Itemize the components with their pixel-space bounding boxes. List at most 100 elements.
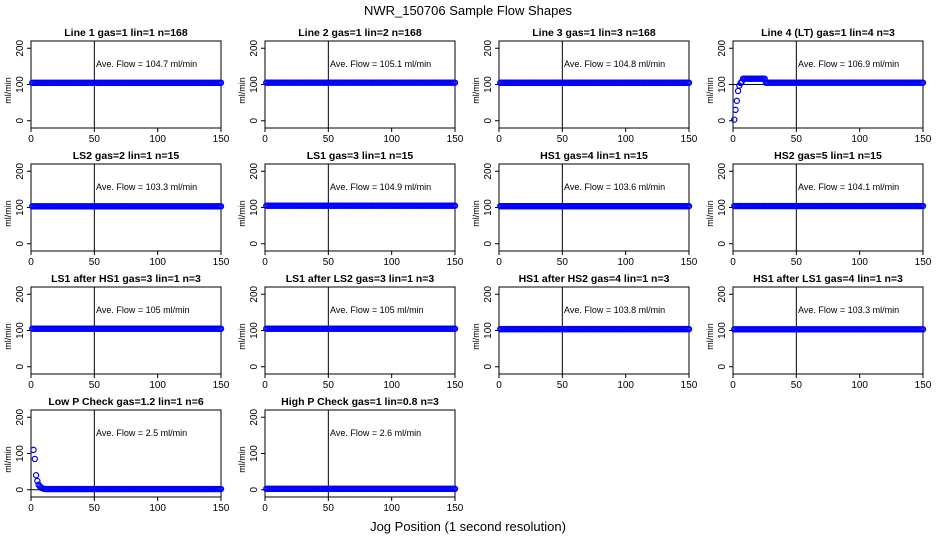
panel-14: High P Check gas=1 lin=0.8 n=3 0 50 100 150 0… <box>237 396 464 514</box>
average-flow-annotation: Ave. Flow = 103.6 ml/min <box>564 182 665 192</box>
average-flow-annotation: Ave. Flow = 104.1 ml/min <box>798 182 899 192</box>
y-axis-label: ml/min <box>3 446 13 473</box>
x-tick-label: 50 <box>323 134 335 145</box>
y-tick-label: 0 <box>249 364 260 370</box>
y-axis-label: ml/min <box>237 77 247 104</box>
figure-title: NWR_150706 Sample Flow Shapes <box>364 3 573 18</box>
panel-3: Line 3 gas=1 lin=3 n=168 0 50 100 150 0 100 200… <box>471 27 698 145</box>
y-tick-label: 200 <box>15 162 26 179</box>
data-points <box>497 202 693 210</box>
data-point <box>217 485 225 493</box>
panel-title: LS1 after LS2 gas=3 lin=1 n=3 <box>286 273 435 285</box>
panel-title: Low P Check gas=1.2 lin=1 n=6 <box>48 396 203 408</box>
data-point <box>30 446 37 454</box>
y-tick-label: 100 <box>249 445 260 462</box>
x-tick-label: 50 <box>791 134 803 145</box>
x-tick-label: 50 <box>323 380 335 391</box>
y-tick-label: 100 <box>15 445 26 462</box>
panel-grid: Line 1 gas=1 lin=1 n=168 0 50 100 150 0 100 200… <box>3 27 932 514</box>
y-tick-label: 200 <box>483 39 494 56</box>
x-tick-label: 150 <box>447 503 464 514</box>
panel-title: LS1 after HS1 gas=3 lin=1 n=3 <box>51 273 201 285</box>
y-tick-label: 200 <box>249 39 260 56</box>
data-points <box>29 203 225 210</box>
average-flow-annotation: Ave. Flow = 105 ml/min <box>330 305 424 315</box>
panel-title: LS2 gas=2 lin=1 n=15 <box>73 150 180 162</box>
data-points <box>497 325 693 333</box>
y-tick-label: 100 <box>15 76 26 93</box>
x-tick-label: 150 <box>681 134 698 145</box>
data-point <box>919 202 927 210</box>
x-tick-label: 50 <box>89 134 101 145</box>
x-tick-label: 150 <box>213 380 230 391</box>
y-tick-label: 100 <box>249 199 260 216</box>
y-tick-label: 100 <box>717 199 728 216</box>
x-tick-label: 100 <box>149 134 166 145</box>
y-tick-label: 200 <box>717 39 728 56</box>
x-tick-label: 150 <box>447 257 464 268</box>
y-axis-label: ml/min <box>705 77 715 104</box>
y-tick-label: 100 <box>483 76 494 93</box>
x-tick-label: 150 <box>447 380 464 391</box>
x-tick-label: 100 <box>149 503 166 514</box>
average-flow-annotation: Ave. Flow = 104.8 ml/min <box>564 59 665 69</box>
panel-title: Line 4 (LT) gas=1 lin=4 n=3 <box>761 27 895 39</box>
x-tick-label: 0 <box>496 380 502 391</box>
average-flow-annotation: Ave. Flow = 103.3 ml/min <box>96 182 197 192</box>
panel-title: Line 1 gas=1 lin=1 n=168 <box>64 27 188 39</box>
data-points <box>29 325 225 332</box>
y-tick-label: 0 <box>15 241 26 247</box>
y-tick-label: 200 <box>15 408 26 425</box>
y-tick-label: 0 <box>483 241 494 247</box>
data-point <box>217 325 225 332</box>
y-tick-label: 0 <box>249 241 260 247</box>
y-tick-label: 200 <box>249 162 260 179</box>
x-tick-label: 50 <box>323 503 335 514</box>
y-tick-label: 200 <box>717 285 728 302</box>
x-tick-label: 100 <box>851 134 868 145</box>
y-axis-label: ml/min <box>3 323 13 350</box>
panel-title: Line 2 gas=1 lin=2 n=168 <box>298 27 422 39</box>
x-tick-label: 150 <box>213 257 230 268</box>
y-tick-label: 100 <box>249 76 260 93</box>
panel-title: High P Check gas=1 lin=0.8 n=3 <box>281 396 439 408</box>
y-axis-label: ml/min <box>471 77 481 104</box>
x-tick-label: 100 <box>383 257 400 268</box>
panel-title: HS1 after HS2 gas=4 lin=1 n=3 <box>519 273 670 285</box>
data-points <box>731 75 927 123</box>
x-tick-label: 100 <box>851 257 868 268</box>
average-flow-annotation: Ave. Flow = 103.8 ml/min <box>564 305 665 315</box>
y-axis-label: ml/min <box>3 77 13 104</box>
panel-7: HS1 gas=4 lin=1 n=15 0 50 100 150 0 100 200 ml/m… <box>471 150 698 268</box>
y-tick-label: 200 <box>249 285 260 302</box>
data-points <box>29 79 225 86</box>
x-tick-label: 100 <box>851 380 868 391</box>
x-tick-label: 100 <box>617 257 634 268</box>
data-point <box>217 79 225 86</box>
panel-1: Line 1 gas=1 lin=1 n=168 0 50 100 150 0 100 200… <box>3 27 230 145</box>
y-tick-label: 0 <box>15 364 26 370</box>
y-tick-label: 200 <box>249 408 260 425</box>
x-tick-label: 0 <box>28 257 34 268</box>
x-tick-label: 150 <box>447 134 464 145</box>
x-tick-label: 0 <box>730 257 736 268</box>
panel-8: HS2 gas=5 lin=1 n=15 0 50 100 150 0 100 200 ml/m… <box>705 150 932 268</box>
y-tick-label: 100 <box>717 322 728 339</box>
data-point <box>685 202 693 210</box>
panel-11: HS1 after HS2 gas=4 lin=1 n=3 0 50 100 150 0 1… <box>471 273 698 391</box>
y-axis-label: ml/min <box>237 323 247 350</box>
x-tick-label: 150 <box>915 257 932 268</box>
data-point <box>919 326 927 333</box>
data-point <box>919 79 927 86</box>
y-tick-label: 100 <box>15 322 26 339</box>
panel-title: Line 3 gas=1 lin=3 n=168 <box>532 27 656 39</box>
x-tick-label: 50 <box>89 257 101 268</box>
x-tick-label: 0 <box>262 257 268 268</box>
y-axis-label: ml/min <box>471 323 481 350</box>
y-axis-label: ml/min <box>237 446 247 473</box>
data-points <box>30 446 225 493</box>
data-points <box>263 325 459 332</box>
x-tick-label: 50 <box>557 380 569 391</box>
average-flow-annotation: Ave. Flow = 2.5 ml/min <box>96 428 187 438</box>
